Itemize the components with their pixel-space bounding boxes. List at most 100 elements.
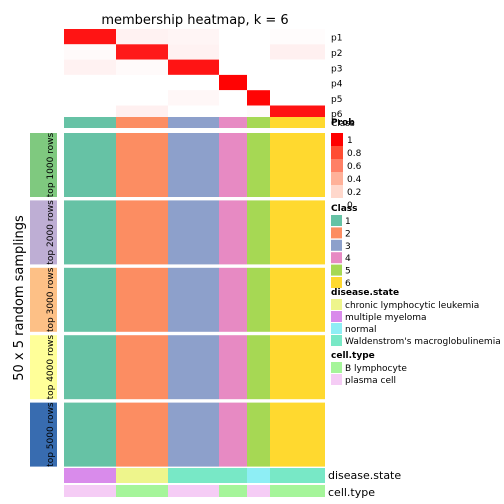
consensus-cell bbox=[270, 402, 325, 467]
consensus-cell bbox=[64, 335, 116, 400]
membership-cell bbox=[247, 74, 270, 91]
cell-type-cell bbox=[116, 485, 168, 497]
class-legend-swatch bbox=[331, 252, 342, 264]
membership-cell bbox=[219, 29, 247, 45]
membership-cell bbox=[270, 44, 325, 60]
membership-row-label: p6 bbox=[331, 110, 343, 120]
membership-cell bbox=[168, 74, 219, 91]
membership-cell bbox=[116, 44, 168, 60]
row-group-annotation: top 1000 rows top 2000 rows top 3000 rows t… bbox=[30, 132, 57, 467]
consensus-cell bbox=[116, 200, 168, 265]
disease-state-annotation-label: disease.state bbox=[328, 469, 401, 482]
class-legend-label: 4 bbox=[345, 254, 351, 264]
cell-type-cell bbox=[270, 485, 325, 497]
consensus-cell bbox=[219, 200, 247, 265]
membership-cell bbox=[116, 29, 168, 45]
prob-legend-tick: 0.4 bbox=[347, 175, 362, 185]
consensus-cell bbox=[247, 402, 270, 467]
membership-cell bbox=[219, 90, 247, 106]
prob-legend-swatch bbox=[331, 185, 343, 198]
consensus-cell bbox=[116, 402, 168, 467]
consensus-cell bbox=[219, 335, 247, 400]
membership-cell bbox=[219, 59, 247, 75]
membership-cell bbox=[168, 59, 219, 75]
row-group-block bbox=[30, 200, 57, 265]
class-annotation-cell bbox=[168, 117, 219, 128]
consensus-cell bbox=[168, 267, 219, 332]
row-group-block bbox=[30, 335, 57, 400]
membership-cell bbox=[168, 90, 219, 106]
row-group-label: top 5000 rows bbox=[46, 402, 56, 467]
cell-type-legend-label: B lymphocyte bbox=[345, 364, 407, 374]
disease-state-cell bbox=[116, 468, 168, 483]
membership-cell bbox=[219, 105, 247, 121]
consensus-cell bbox=[116, 335, 168, 400]
cell-type-legend-label: plasma cell bbox=[345, 376, 396, 386]
class-legend-label: 6 bbox=[345, 279, 351, 289]
prob-legend-tick: 0.8 bbox=[347, 149, 362, 159]
membership-cell bbox=[64, 59, 116, 75]
class-annotation-cell bbox=[219, 117, 247, 128]
class-legend-swatch bbox=[331, 227, 342, 239]
membership-row-label: p3 bbox=[331, 64, 342, 74]
cell-type-legend-title: cell.type bbox=[331, 351, 375, 361]
consensus-cell bbox=[219, 133, 247, 197]
disease-state-cell bbox=[247, 468, 270, 483]
cell-type-legend-swatch bbox=[331, 374, 342, 385]
membership-row-label: p2 bbox=[331, 49, 342, 59]
membership-cell bbox=[247, 90, 270, 106]
row-group-block bbox=[30, 133, 57, 197]
consensus-cell bbox=[168, 133, 219, 197]
membership-cell bbox=[116, 90, 168, 106]
membership-cell bbox=[168, 44, 219, 60]
prob-legend-swatch bbox=[331, 198, 343, 211]
membership-cell bbox=[116, 74, 168, 91]
membership-cell bbox=[116, 105, 168, 121]
row-group-block bbox=[30, 267, 57, 332]
prob-legend-title: Prob bbox=[331, 118, 355, 128]
class-annotation-cell bbox=[64, 117, 116, 128]
row-group-label: top 2000 rows bbox=[46, 200, 56, 265]
class-annotation-label: Class bbox=[331, 119, 355, 129]
disease-legend-title: disease.state bbox=[331, 288, 399, 298]
membership-row-label: p4 bbox=[331, 80, 343, 90]
prob-legend-tick: 0.6 bbox=[347, 162, 362, 172]
membership-cell bbox=[168, 105, 219, 121]
membership-cell bbox=[270, 29, 325, 45]
class-legend-label: 2 bbox=[345, 229, 351, 239]
membership-cell bbox=[270, 74, 325, 91]
membership-cell bbox=[270, 105, 325, 121]
disease-legend-swatch bbox=[331, 299, 342, 310]
class-annotation-cell bbox=[247, 117, 270, 128]
prob-legend-tick: 0.2 bbox=[347, 188, 361, 198]
membership-cell bbox=[219, 44, 247, 60]
consensus-cell bbox=[270, 267, 325, 332]
disease-legend-label: multiple myeloma bbox=[345, 313, 427, 323]
membership-cell bbox=[247, 44, 270, 60]
consensus-cell bbox=[219, 267, 247, 332]
prob-legend-swatch bbox=[331, 146, 343, 159]
membership-cell bbox=[64, 105, 116, 121]
disease-legend-swatch bbox=[331, 323, 342, 334]
class-legend-label: 5 bbox=[345, 267, 351, 277]
membership-cell bbox=[116, 59, 168, 75]
cell-type-annotation-label: cell.type bbox=[328, 486, 375, 499]
row-group-label: top 3000 rows bbox=[46, 267, 56, 332]
membership-cell bbox=[247, 29, 270, 45]
membership-cell bbox=[247, 59, 270, 75]
prob-legend-tick: 0 bbox=[347, 201, 353, 211]
membership-probability-heatmap: p1 p2 p3 p4 p5 p6 bbox=[64, 29, 343, 121]
membership-cell bbox=[247, 105, 270, 121]
cell-type-cell bbox=[64, 485, 116, 497]
legends: Prob10.80.60.40.20Class123456disease.sta… bbox=[331, 118, 501, 386]
membership-cell bbox=[64, 29, 116, 45]
membership-row-label: p5 bbox=[331, 95, 342, 105]
consensus-cell bbox=[168, 335, 219, 400]
prob-legend-swatch bbox=[331, 159, 343, 172]
consensus-cell bbox=[116, 133, 168, 197]
row-group-block bbox=[30, 402, 57, 467]
membership-cell bbox=[64, 44, 116, 60]
disease-legend-label: normal bbox=[345, 325, 377, 335]
class-legend-label: 3 bbox=[345, 242, 351, 252]
consensus-cell bbox=[247, 200, 270, 265]
